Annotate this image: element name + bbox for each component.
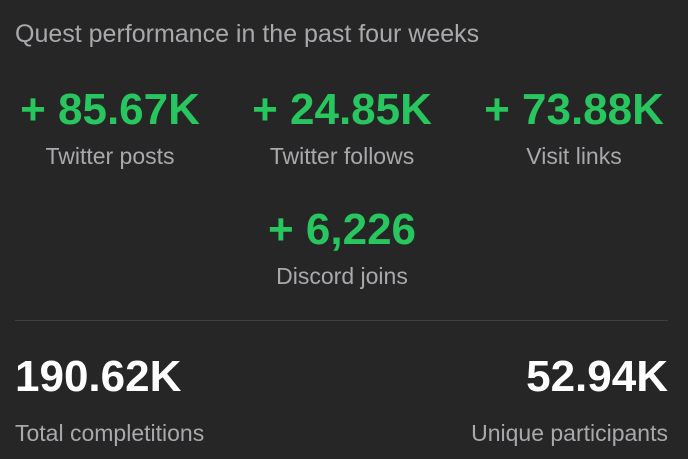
total: 52.94K Unique participants bbox=[471, 352, 668, 447]
stat: + 6,226 Discord joins bbox=[227, 205, 457, 290]
stat-label: Discord joins bbox=[276, 263, 408, 289]
stat-label: Visit links bbox=[526, 143, 622, 169]
stat-label: Twitter posts bbox=[45, 143, 175, 169]
stat-label: Twitter follows bbox=[269, 143, 415, 169]
total-label: Total completitions bbox=[15, 420, 205, 446]
stat-value: + 73.88K bbox=[484, 85, 664, 134]
total-value: 52.94K bbox=[526, 352, 668, 401]
stat-value: + 6,226 bbox=[267, 205, 417, 254]
stat: + 24.85K Twitter follows bbox=[227, 85, 457, 170]
total-label: Unique participants bbox=[471, 420, 668, 446]
total-value: 190.62K bbox=[15, 352, 182, 401]
stat: + 73.88K Visit links bbox=[459, 85, 688, 170]
divider bbox=[15, 320, 668, 321]
stat-value: + 24.85K bbox=[252, 85, 432, 134]
stat-value: + 85.67K bbox=[20, 85, 200, 134]
total: 190.62K Total completitions bbox=[15, 352, 204, 447]
card-title: Quest performance in the past four weeks bbox=[15, 20, 480, 48]
stat: + 85.67K Twitter posts bbox=[0, 85, 225, 170]
